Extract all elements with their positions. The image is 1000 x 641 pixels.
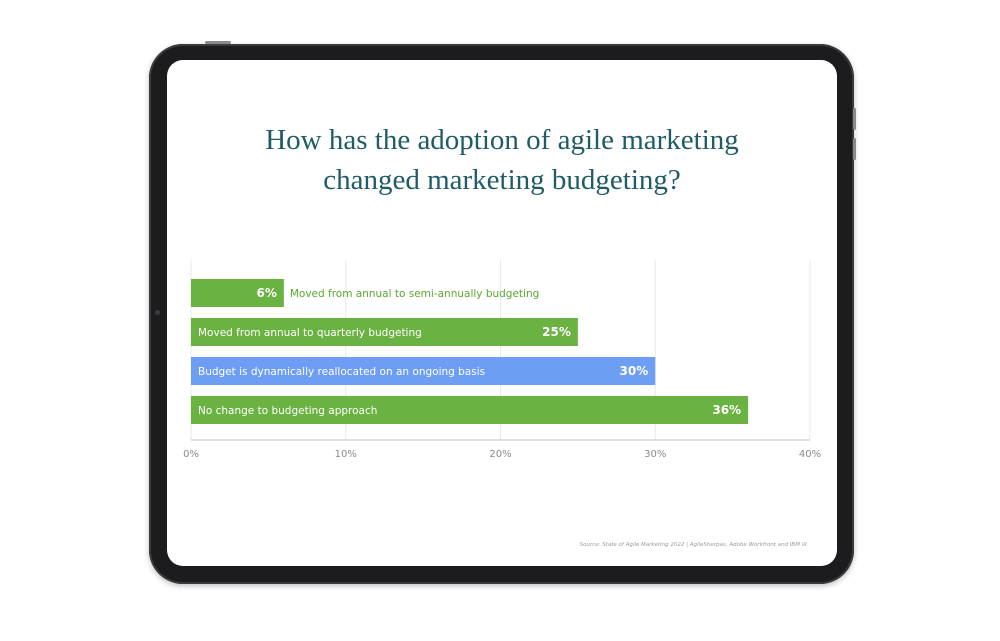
bar-category-label: Budget is dynamically reallocated on an … [198, 366, 485, 378]
bar-value-label: 25% [542, 325, 571, 339]
chart-title-line-2: changed marketing budgeting? [323, 164, 681, 196]
bar-value-label: 30% [620, 364, 649, 378]
x-tick-label: 40% [799, 449, 821, 460]
chart-title-line-1: How has the adoption of agile marketing [265, 124, 739, 156]
x-tick-label: 10% [335, 449, 357, 460]
bar-chart: 0% 10% 20% 30% 40% 6% Moved from annual to sem… [183, 260, 821, 460]
x-tick-label: 30% [644, 449, 666, 460]
bar [191, 318, 578, 346]
bar-value-label: 36% [712, 403, 741, 417]
source-note: Source: State of Agile Marketing 2022 | … [579, 542, 807, 548]
tablet-volume-down-button [853, 138, 856, 160]
tablet-top-button [205, 41, 231, 44]
camera-dot [155, 310, 160, 315]
tablet-volume-up-button [853, 108, 856, 130]
x-tick-label: 0% [183, 449, 199, 460]
bar-category-label: Moved from annual to quarterly budgeting [198, 327, 422, 339]
bar [191, 357, 656, 385]
tablet-screen: How has the adoption of agile marketing … [167, 60, 837, 566]
bar [191, 396, 749, 424]
bar-value-label: 6% [256, 286, 276, 300]
bar-category-label: Moved from annual to semi-annually budge… [290, 288, 539, 300]
bar [191, 279, 284, 307]
x-tick-label: 20% [489, 449, 511, 460]
chart-title: How has the adoption of agile marketing … [167, 120, 837, 200]
bar-category-label: No change to budgeting approach [198, 405, 377, 417]
